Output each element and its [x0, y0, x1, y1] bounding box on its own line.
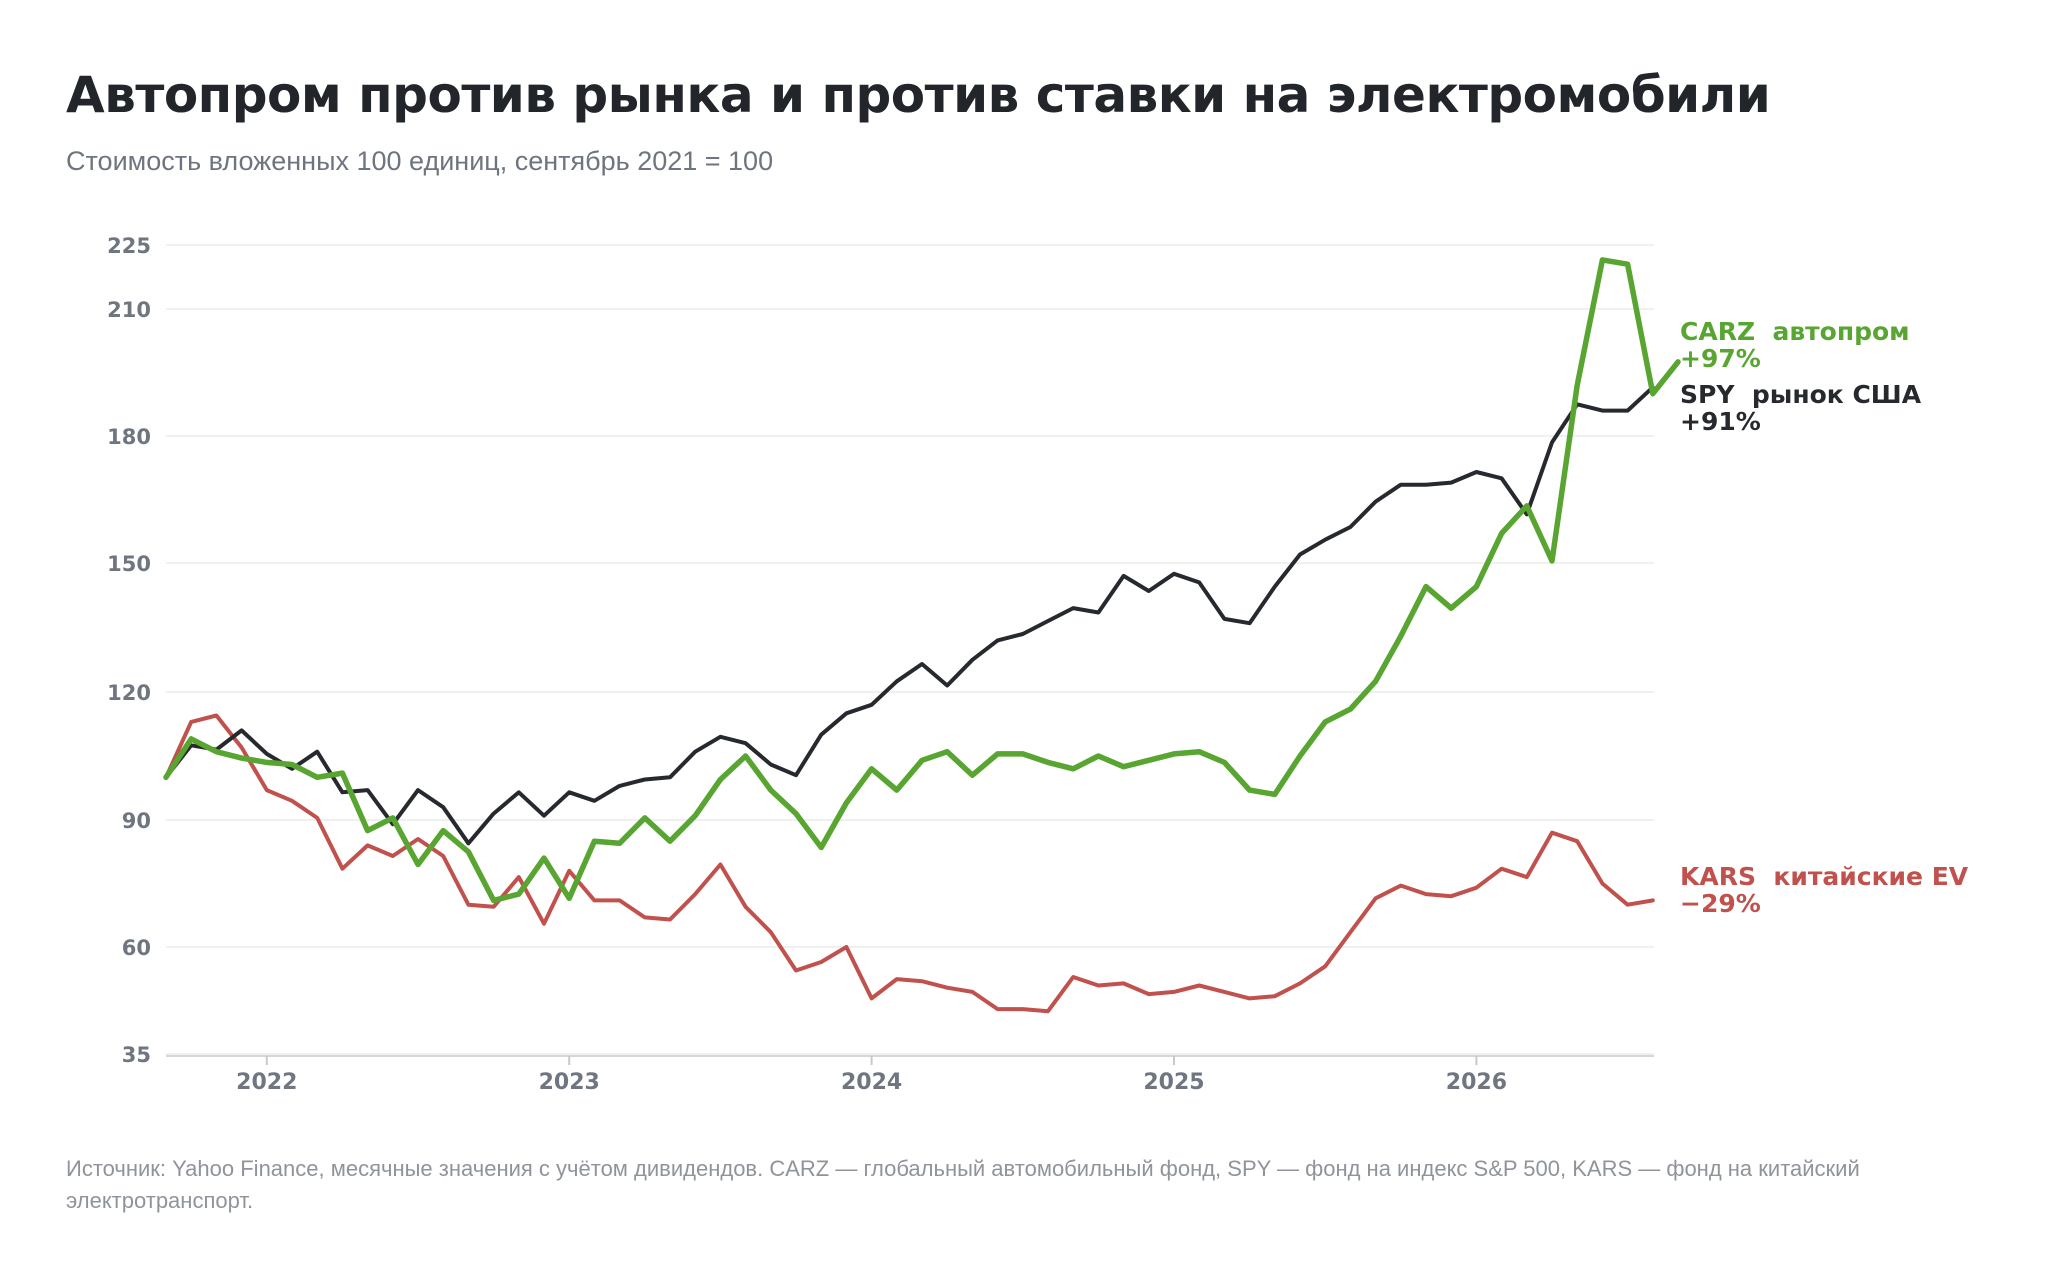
y-tick-label: 35 — [122, 1043, 151, 1067]
series-label-carz: CARZ автопром — [1680, 317, 1910, 346]
y-tick-label: 210 — [107, 298, 151, 322]
grid-lines — [166, 244, 1654, 1055]
y-axis-ticks: 35 60 90 120 150 180 210 225 — [107, 234, 151, 1067]
x-tick-label: 2023 — [539, 1070, 600, 1095]
series-line-carz — [163, 257, 1681, 904]
x-tick-label: 2025 — [1143, 1070, 1204, 1095]
series-change-kars: −29% — [1680, 889, 1761, 918]
y-tick-label: 180 — [107, 425, 151, 449]
series-change-carz: +97% — [1680, 344, 1761, 373]
chart-subtitle: Стоимость вложенных 100 единиц, сентябрь… — [66, 146, 774, 176]
series-line-kars — [164, 713, 1655, 1014]
x-tick-label: 2022 — [236, 1070, 297, 1095]
chart-title: Автопром против рынка и против ставки на… — [66, 66, 1771, 124]
y-tick-label: 150 — [107, 552, 151, 576]
source-note: Источник: Yahoo Finance, месячные значен… — [66, 1156, 1860, 1213]
x-tick-label: 2026 — [1446, 1070, 1507, 1095]
y-tick-label: 60 — [122, 936, 151, 960]
series-line-spy — [164, 385, 1655, 846]
x-axis: 2022 2023 2024 2025 2026 — [166, 1055, 1654, 1095]
y-tick-label: 120 — [107, 681, 151, 705]
y-tick-label: 225 — [107, 234, 151, 258]
series-label-spy: SPY рынок США — [1680, 380, 1922, 409]
series-labels: CARZ автопром+97% SPY рынок США+91% KARS к… — [1680, 317, 1969, 918]
series-lines — [163, 257, 1681, 1014]
series-label-kars: KARS китайские EV — [1680, 862, 1969, 891]
x-tick-label: 2024 — [841, 1070, 902, 1095]
y-tick-label: 90 — [122, 809, 151, 833]
series-change-spy: +91% — [1680, 407, 1761, 436]
